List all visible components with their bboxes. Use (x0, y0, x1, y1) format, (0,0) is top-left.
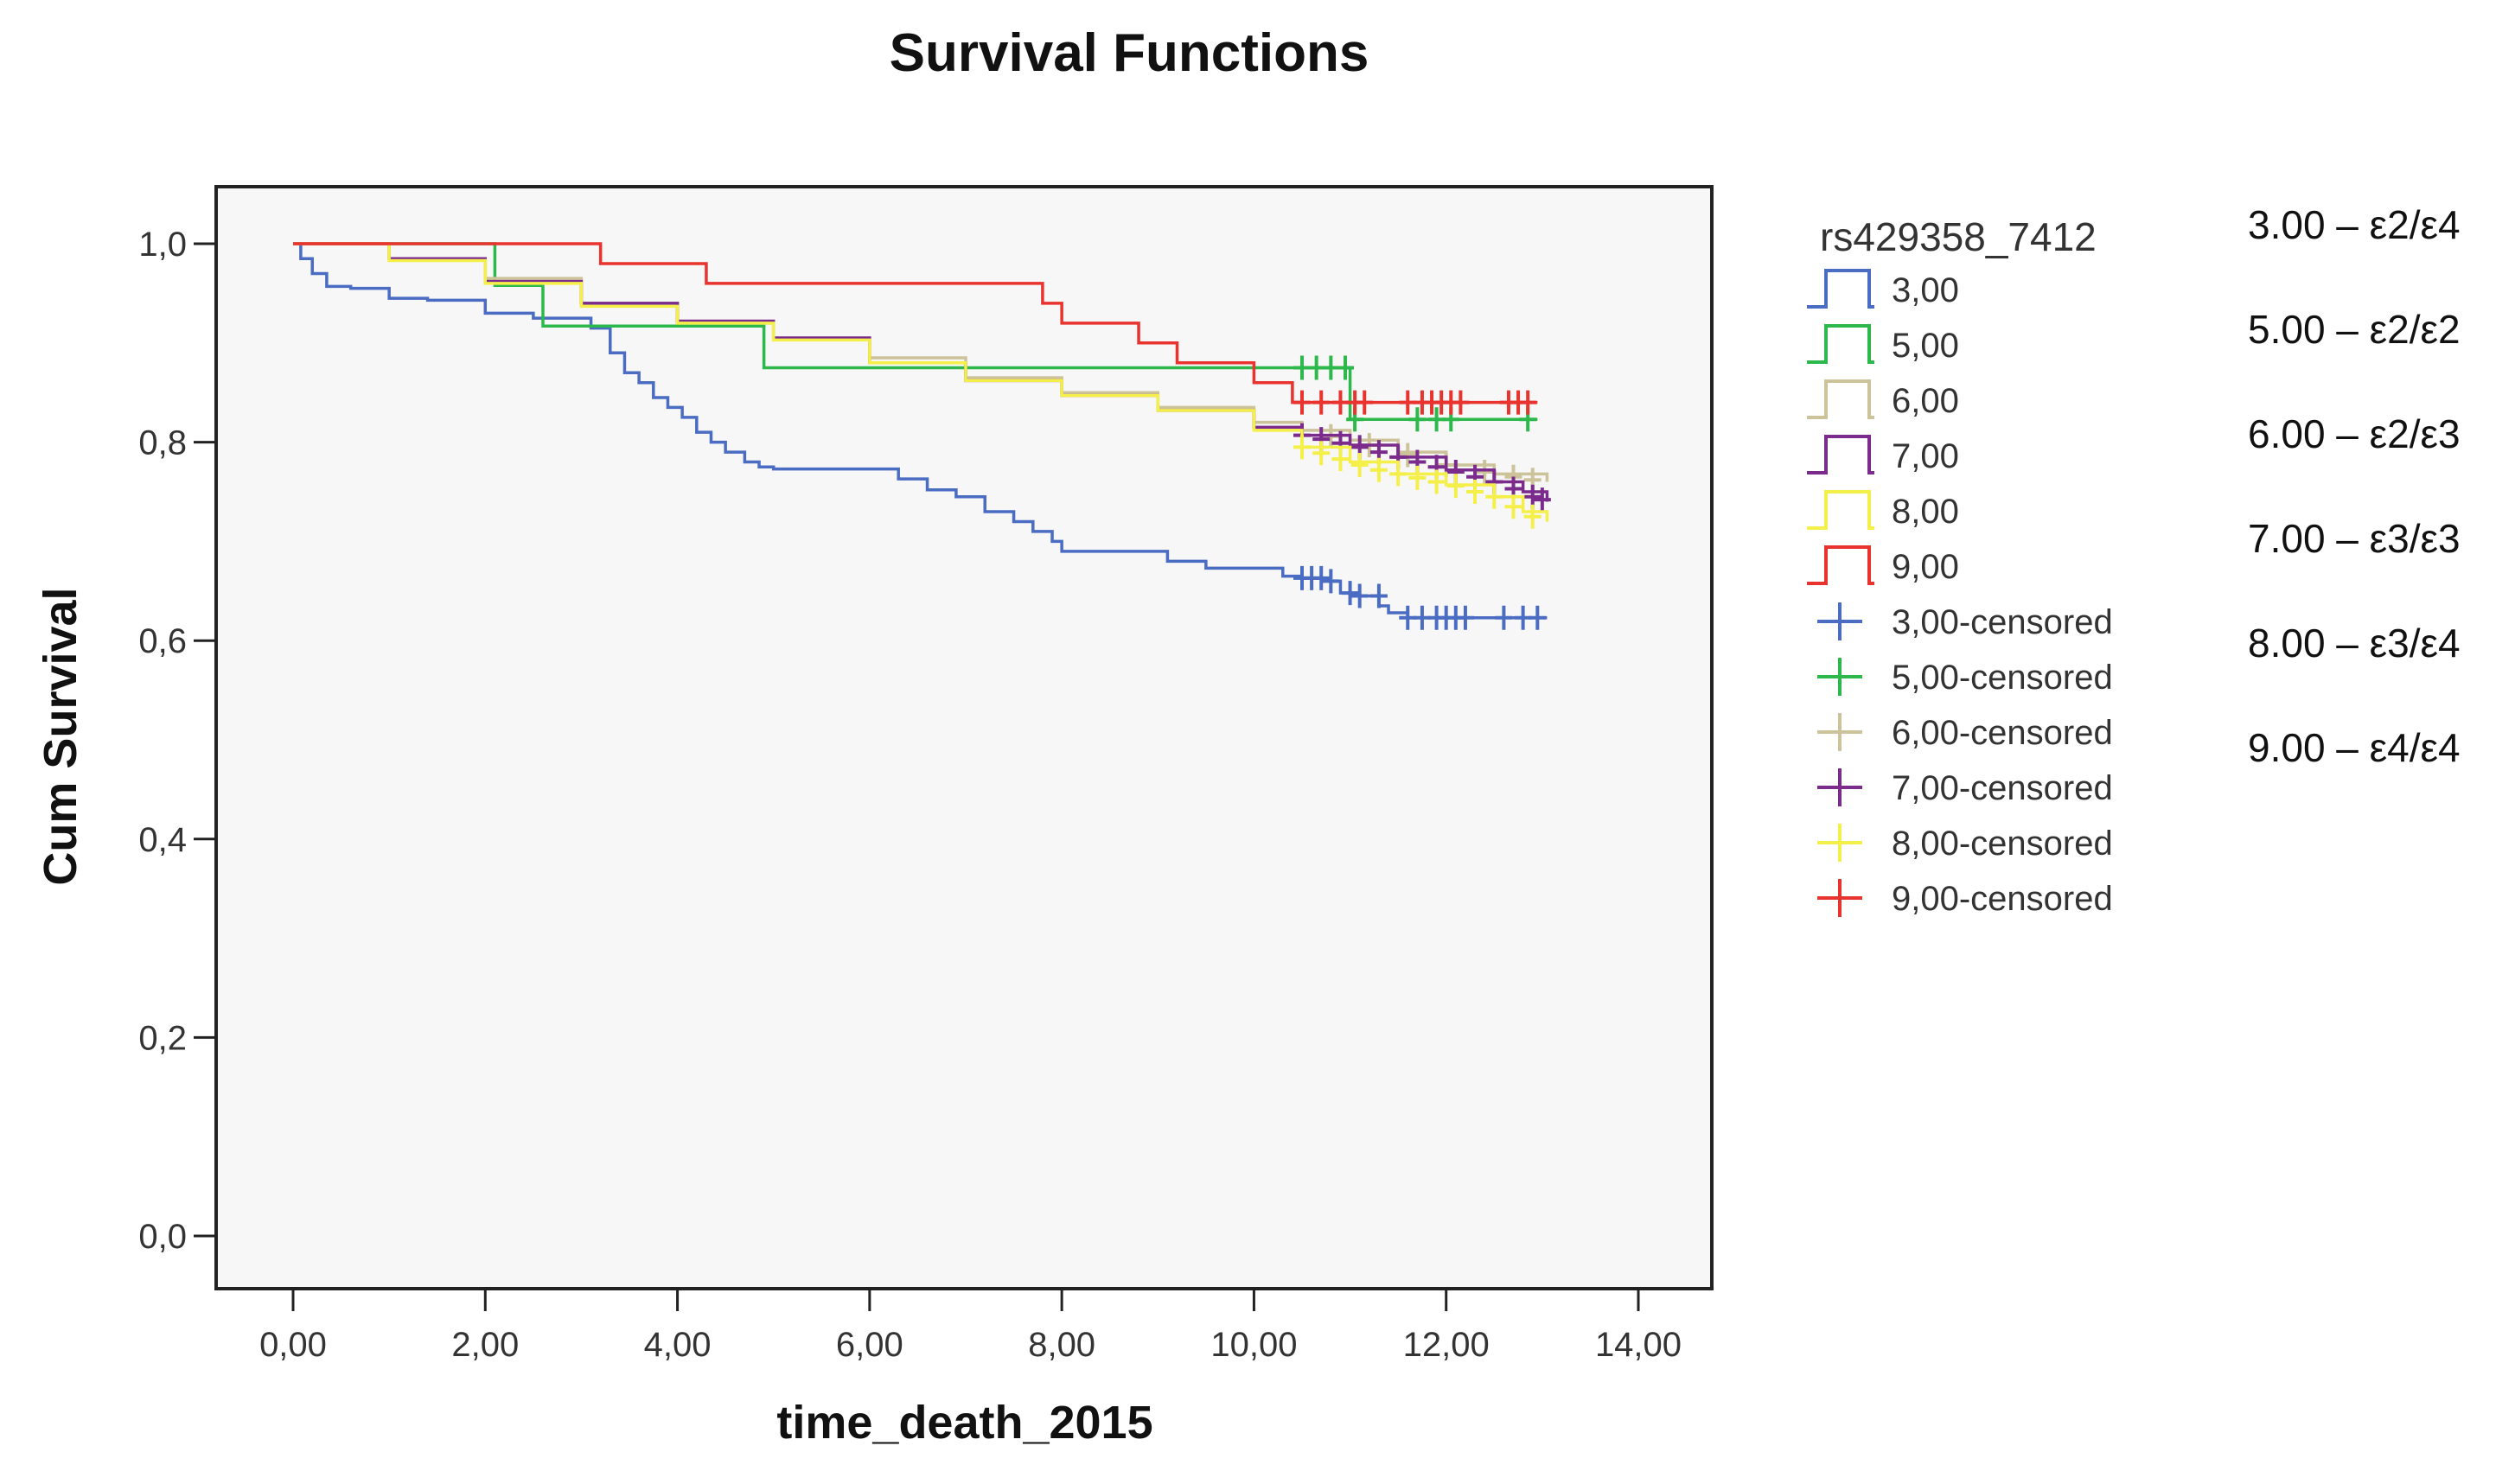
y-axis-label: Cum Survival (35, 587, 86, 885)
x-tick-label: 10,00 (1210, 1326, 1297, 1364)
censor-mark (1293, 355, 1311, 380)
genotype-annotation: 3.00 – ε2/ε4 (2248, 202, 2461, 247)
legend-label: 5,00 (1892, 327, 1959, 365)
legend-censored-label: 3,00-censored (1892, 603, 2113, 641)
series-layer (293, 242, 1551, 630)
censor-mark (1514, 605, 1532, 630)
legend-label: 8,00 (1892, 493, 1959, 531)
censor-mark (1427, 407, 1446, 432)
censor-mark (1504, 494, 1522, 519)
censor-mark (1341, 581, 1359, 606)
genotype-annotation: 8.00 – ε3/ε4 (2248, 621, 2461, 666)
legend-swatch (1807, 269, 1874, 309)
y-tick-label: 0,6 (138, 622, 187, 660)
genotype-annotation: 5.00 – ε2/ε2 (2248, 307, 2461, 352)
censor-mark (1495, 605, 1513, 630)
censor-mark (1350, 583, 1369, 608)
x-axis: 0,00 2,00 4,00 6,00 8,00 10,00 12,00 14,00 (259, 1289, 1682, 1364)
series-line-5-00 (293, 242, 1538, 421)
censor-mark (1293, 435, 1311, 460)
legend-swatch (1807, 379, 1874, 419)
chart-title: Survival Functions (890, 23, 1369, 83)
censor-mark (1356, 390, 1374, 415)
censor-mark (1485, 484, 1503, 509)
censor-mark (1446, 474, 1465, 499)
x-tick-label: 14,00 (1595, 1326, 1682, 1364)
legend: 3,00 5,00 6,00 7,00 8,00 9,00 3,00-censored 5,0… (1807, 269, 2113, 918)
genotype-annotation: 7.00 – ε3/ε3 (2248, 516, 2461, 561)
censor-mark (1427, 469, 1446, 494)
legend-swatch (1807, 545, 1874, 585)
x-tick-label: 6,00 (836, 1326, 903, 1364)
censor-mark (1476, 460, 1494, 485)
censor-mark (1533, 487, 1551, 513)
legend-censored-label: 5,00-censored (1892, 659, 2113, 697)
plot-area (214, 185, 1714, 1290)
censor-mark (1293, 390, 1311, 415)
censor-mark (1389, 462, 1408, 487)
censor-mark (1331, 390, 1350, 415)
legend-title: rs429358_7412 (1820, 214, 2097, 259)
y-tick-label: 0,0 (138, 1218, 187, 1256)
legend-censored-swatch (1817, 658, 1862, 696)
censor-mark (1466, 480, 1484, 504)
censor-mark (1519, 390, 1537, 415)
censor-mark (1307, 355, 1325, 380)
legend-censored-swatch (1817, 602, 1862, 640)
legend-censored-swatch (1817, 879, 1862, 917)
censor-mark (1408, 407, 1427, 432)
legend-censored-label: 8,00-censored (1892, 825, 2113, 863)
censor-mark (1399, 390, 1417, 415)
x-tick-label: 8,00 (1028, 1326, 1095, 1364)
legend-label: 9,00 (1892, 548, 1959, 586)
censor-mark (1337, 355, 1355, 380)
censor-mark (1350, 453, 1369, 478)
x-axis-label: time_death_2015 (776, 1397, 1152, 1449)
y-tick-label: 0,2 (138, 1019, 187, 1057)
x-tick-label: 0,00 (259, 1326, 327, 1364)
censor-mark (1523, 504, 1542, 529)
genotype-annotation: 6.00 – ε2/ε3 (2248, 411, 2461, 456)
censor-mark (1529, 605, 1547, 630)
x-tick-label: 4,00 (644, 1326, 712, 1364)
legend-censored-swatch (1817, 768, 1862, 806)
censor-mark (1399, 443, 1417, 468)
legend-censored-swatch (1817, 824, 1862, 862)
legend-censored-label: 9,00-censored (1892, 880, 2113, 918)
legend-censored-label: 6,00-censored (1892, 714, 2113, 752)
legend-swatch (1807, 324, 1874, 364)
legend-label: 7,00 (1892, 437, 1959, 475)
y-tick-label: 1,0 (138, 226, 187, 264)
y-tick-label: 0,8 (138, 424, 187, 462)
censor-mark (1408, 465, 1427, 490)
legend-censored-label: 7,00-censored (1892, 769, 2113, 807)
censor-mark (1369, 457, 1388, 482)
legend-swatch (1807, 490, 1874, 530)
censor-mark (1312, 441, 1331, 466)
censor-mark (1399, 605, 1417, 630)
legend-censored-swatch (1817, 713, 1862, 751)
censor-mark (1369, 583, 1388, 608)
censor-mark (1312, 565, 1331, 590)
x-tick-label: 2,00 (451, 1326, 519, 1364)
censor-mark (1452, 390, 1470, 415)
series-line-9-00 (293, 242, 1538, 404)
y-tick-label: 0,4 (138, 821, 187, 859)
censor-mark (1456, 605, 1474, 630)
censor-mark (1322, 569, 1340, 594)
censor-mark (1312, 390, 1331, 415)
genotype-annotations: 3.00 – ε2/ε4 5.00 – ε2/ε2 6.00 – ε2/ε3 7.00… (2248, 202, 2461, 770)
censor-mark (1413, 605, 1431, 630)
legend-label: 3,00 (1892, 271, 1959, 309)
censor-mark (1322, 355, 1340, 380)
x-tick-label: 12,00 (1403, 1326, 1490, 1364)
censor-mark (1331, 447, 1350, 472)
legend-label: 6,00 (1892, 382, 1959, 420)
genotype-annotation: 9.00 – ε4/ε4 (2248, 725, 2461, 770)
legend-swatch (1807, 435, 1874, 474)
y-axis: 0,0 0,2 0,4 0,6 0,8 1,0 (138, 226, 216, 1256)
